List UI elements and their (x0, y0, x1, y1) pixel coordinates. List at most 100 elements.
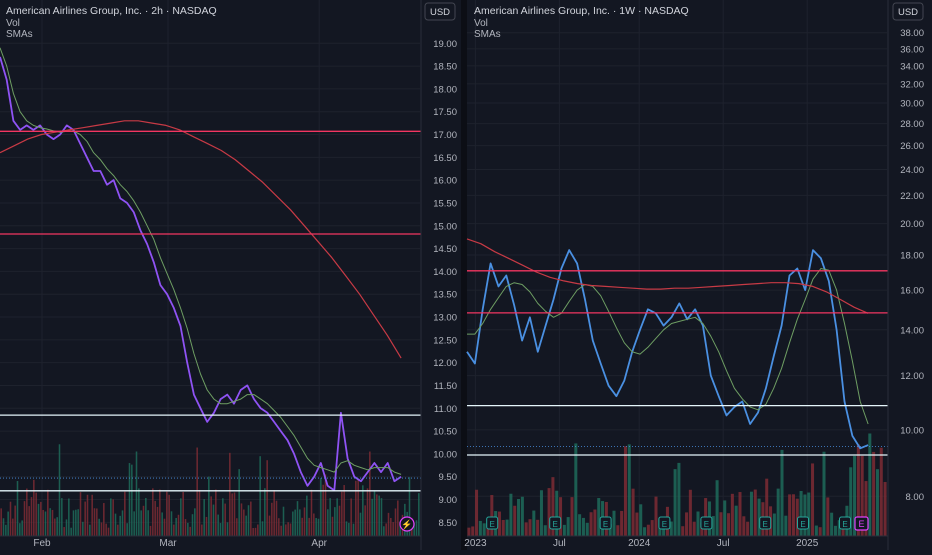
right-volume-bar (543, 525, 547, 536)
left-volume-bar (142, 505, 145, 536)
right-volume-bar (631, 488, 635, 536)
left-volume-bar (292, 511, 294, 536)
left-volume-bar (324, 474, 327, 536)
right-volume-bar (536, 519, 540, 536)
left-volume-bar (259, 456, 261, 536)
right-volume-bar (650, 520, 654, 536)
left-volume-bar (2, 518, 5, 536)
right-currency-label: USD (898, 7, 918, 18)
left-volume-bar (320, 478, 322, 536)
left-y-tick-label: 8.50 (439, 518, 458, 529)
right-volume-bar (715, 480, 719, 536)
left-event-badge[interactable]: ⚡ (399, 516, 415, 532)
right-volume-bar (532, 510, 536, 536)
earnings-marker[interactable] (839, 516, 851, 530)
left-y-tick-label: 17.00 (433, 130, 457, 141)
right-volume-bar (643, 527, 647, 536)
left-y-tick-label: 15.00 (433, 221, 457, 232)
left-currency-label: USD (430, 7, 450, 18)
left-volume-bar (189, 526, 191, 536)
left-volume-bar (121, 510, 124, 536)
left-volume-bar (61, 498, 63, 536)
earnings-marker[interactable] (658, 516, 671, 530)
left-y-tick-label: 12.50 (433, 335, 457, 346)
left-volume-bar (331, 516, 334, 536)
left-volume-bar (352, 523, 355, 536)
left-volume-bar (145, 497, 147, 536)
left-volume-bar (287, 522, 289, 536)
left-volume-bar (140, 510, 142, 536)
right-volume-bar (807, 492, 811, 536)
earnings-marker[interactable] (700, 516, 713, 530)
left-volume-bar (301, 517, 303, 536)
left-chart-panel[interactable]: 17.0714.8210.859.199.47 19.0018.5018.001… (0, 0, 461, 550)
left-volume-bar (329, 498, 331, 536)
left-volume-bar (194, 508, 196, 536)
left-volume-bar (348, 522, 350, 536)
left-volume-bar (229, 452, 231, 536)
left-y-tick-label: 18.50 (433, 62, 457, 73)
left-volume-bar (70, 527, 72, 536)
left-volume-bar (240, 503, 243, 536)
left-volume-bar (341, 491, 343, 536)
left-volume-bar (210, 496, 212, 536)
right-y-tick-label: 24.00 (900, 165, 924, 176)
right-y-tick-label: 32.00 (900, 79, 924, 90)
left-currency-button[interactable]: USD (424, 2, 456, 21)
left-volume-bar (0, 508, 2, 536)
right-volume-bar (620, 510, 624, 536)
right-currency-button[interactable]: USD (892, 2, 924, 21)
left-volume-bar (357, 478, 359, 536)
left-indicator-vol: Vol (6, 18, 20, 29)
left-volume-bar (306, 495, 308, 536)
left-volume-bar (152, 488, 154, 536)
right-volume-bar (528, 519, 532, 536)
right-y-tick-label: 26.00 (900, 141, 924, 152)
left-volume-bar (149, 525, 152, 536)
right-volume-bar (482, 523, 486, 536)
left-volume-bar (336, 498, 338, 536)
left-volume-bar (84, 501, 86, 536)
right-volume-bar (803, 494, 807, 536)
earnings-marker[interactable] (797, 516, 809, 530)
right-volume-bar (662, 526, 666, 536)
right-volume-bar (688, 489, 692, 536)
earnings-marker[interactable] (549, 516, 562, 530)
left-y-tick-label: 14.00 (433, 267, 457, 278)
left-volume-bar (236, 518, 238, 536)
left-volume-bar (77, 509, 79, 536)
right-earnings-badge[interactable]: E (854, 516, 869, 531)
left-volume-bar (5, 524, 7, 536)
right-volume-bar (830, 512, 834, 536)
left-volume-bar (285, 524, 287, 536)
earnings-marker[interactable] (486, 516, 499, 530)
left-volume-bar (103, 503, 105, 536)
earnings-marker[interactable] (599, 516, 612, 530)
right-volume-bar (612, 510, 616, 536)
left-volume-bar (264, 488, 266, 536)
left-volume-bar (19, 523, 21, 536)
left-volume-bar (366, 488, 369, 536)
right-volume-bar (505, 519, 509, 536)
left-volume-bar (338, 505, 341, 536)
left-volume-bar (203, 499, 205, 536)
left-volume-bar (126, 523, 128, 536)
left-volume-bar (317, 518, 320, 536)
left-y-tick-label: 13.00 (433, 313, 457, 324)
left-volume-bar (308, 517, 310, 536)
left-volume-bar (23, 501, 26, 536)
left-volume-bar (131, 464, 133, 536)
left-x-tick-label: Feb (33, 538, 51, 549)
right-volume-bar (746, 521, 750, 536)
left-volume-bar (394, 508, 397, 536)
right-volume-bar (860, 455, 864, 536)
left-volume-bar (296, 501, 299, 536)
right-y-tick-label: 14.00 (900, 325, 924, 336)
earnings-marker[interactable] (759, 516, 772, 530)
left-volume-bar (219, 523, 222, 536)
right-chart-title: American Airlines Group, Inc. · 1W · NAS… (474, 5, 689, 17)
right-x-tick-label: 2025 (796, 538, 819, 549)
earnings-marker-label: E (490, 520, 495, 529)
